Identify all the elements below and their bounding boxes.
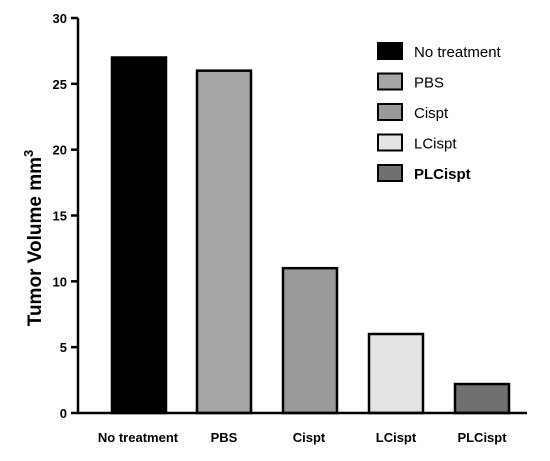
x-tick-label: No treatment xyxy=(98,430,179,445)
legend: No treatment PBS Cispt LCispt PLCispt xyxy=(377,42,502,183)
y-tick-label: 10 xyxy=(53,274,67,289)
y-axis-label-superscript: 3 xyxy=(21,150,36,157)
y-tick-label: 15 xyxy=(53,209,67,224)
y-axis-label-text: Tumor Volume mm xyxy=(25,157,46,326)
bar-lcispt xyxy=(367,332,425,415)
legend-label: LCispt xyxy=(414,136,457,153)
legend-swatch xyxy=(377,133,403,152)
y-axis-label: Tumor Volume mm3 xyxy=(21,150,46,327)
bars xyxy=(110,56,511,415)
bar-cispt xyxy=(281,266,339,415)
legend-label: No treatment xyxy=(414,44,502,61)
bar-plcispt xyxy=(453,382,511,415)
y-tick-label: 5 xyxy=(60,340,67,355)
bar-pbs xyxy=(195,69,253,415)
legend-swatch xyxy=(377,164,403,182)
legend-swatch xyxy=(377,72,403,91)
y-tick-label: 20 xyxy=(53,143,67,158)
legend-label: PLCispt xyxy=(414,166,471,183)
x-tick-label: Cispt xyxy=(293,430,326,445)
x-tick-label: LCispt xyxy=(376,430,417,445)
y-tick-label: 25 xyxy=(53,77,67,92)
x-axis: No treatment PBS Cispt LCispt PLCispt xyxy=(77,411,527,445)
legend-label: Cispt xyxy=(414,105,449,122)
legend-swatch xyxy=(377,42,403,60)
x-tick-label: PBS xyxy=(211,430,238,445)
y-tick-label: 30 xyxy=(53,11,67,26)
y-tick-label: 0 xyxy=(60,406,67,421)
bar-no-treatment xyxy=(110,56,168,415)
y-axis: 0 5 10 15 20 25 30 xyxy=(53,11,80,421)
legend-label: PBS xyxy=(414,75,444,92)
x-tick-label: PLCispt xyxy=(457,430,507,445)
legend-swatch xyxy=(377,103,403,121)
